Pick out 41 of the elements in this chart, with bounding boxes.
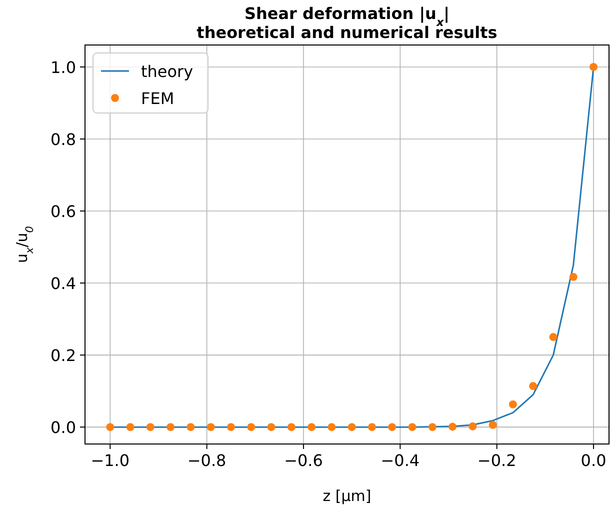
point: [267, 423, 276, 432]
point: [126, 423, 134, 432]
point: [146, 423, 154, 432]
x-tick-label: −0.8: [187, 451, 226, 470]
x-tick-label: −0.2: [477, 451, 516, 470]
point: [590, 62, 598, 71]
point: [166, 423, 175, 432]
y-tick-label: 0.0: [50, 418, 76, 438]
point: [328, 423, 336, 432]
y-tick-label: 0.4: [50, 274, 76, 294]
y-tick-label: 0.6: [50, 202, 76, 222]
point: [428, 423, 436, 432]
point: [488, 420, 497, 429]
point: [226, 423, 235, 432]
point: [287, 423, 296, 432]
point: [508, 400, 517, 408]
point: [308, 423, 316, 432]
point: [448, 422, 457, 431]
chart-title: Shear deformation |u$_{x}$| theoretical and numerical results: [196, 4, 498, 42]
x-tick-label: −0.4: [380, 451, 420, 470]
point: [206, 423, 215, 432]
point: [368, 423, 376, 432]
y-tick-label: 0.2: [50, 346, 76, 366]
point: [348, 423, 356, 432]
point: [408, 423, 416, 432]
x-tick-label: 0.0: [580, 451, 606, 470]
y-tick-label: 1.0: [50, 58, 76, 77]
x-tick-label: −0.6: [284, 451, 323, 470]
point: [186, 423, 195, 432]
point: [468, 422, 477, 430]
legend-label: theory: [141, 62, 194, 81]
legend-label: FEM: [141, 89, 174, 108]
x-tick-label: −1.0: [90, 451, 130, 470]
point: [247, 423, 256, 432]
point: [569, 272, 578, 281]
point: [106, 423, 114, 432]
x-axis-title: z [μm]: [322, 487, 372, 505]
point: [529, 382, 538, 390]
y-tick-label: 0.8: [50, 130, 76, 149]
point: [549, 333, 558, 342]
point: [388, 423, 396, 432]
